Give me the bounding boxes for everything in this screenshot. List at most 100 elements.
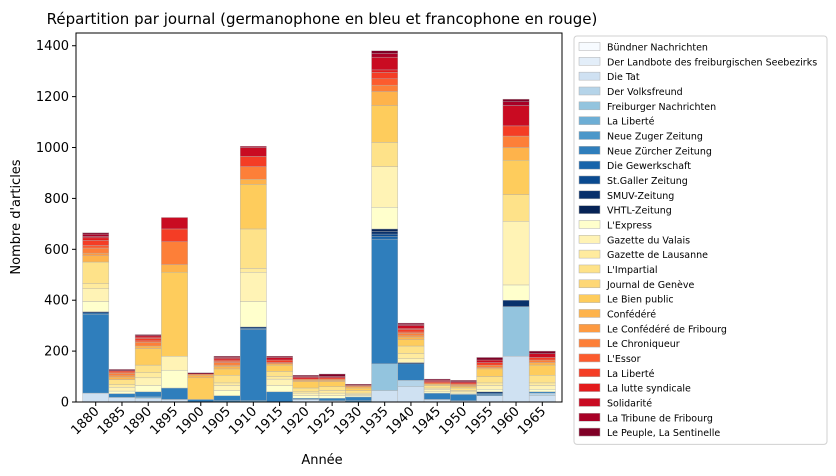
bar-segment bbox=[397, 345, 425, 354]
bar-segment bbox=[397, 353, 425, 359]
bar-segment bbox=[423, 389, 451, 393]
legend-swatch bbox=[578, 220, 601, 229]
x-tick-label: 1905 bbox=[200, 404, 234, 438]
bar-segment bbox=[397, 358, 425, 363]
bar-segment bbox=[502, 355, 530, 403]
legend-swatch bbox=[578, 368, 601, 378]
bar-segment bbox=[161, 272, 188, 357]
bar-segment bbox=[371, 56, 399, 71]
bar-segment bbox=[345, 383, 372, 386]
legend-swatch bbox=[578, 249, 601, 259]
bar-segment bbox=[476, 359, 504, 363]
bar-segment bbox=[502, 284, 530, 301]
bar-segment bbox=[239, 272, 267, 302]
bar-segment bbox=[502, 135, 530, 148]
bar-segment bbox=[528, 395, 556, 403]
legend-swatch bbox=[578, 324, 601, 333]
bar-segment bbox=[318, 386, 346, 391]
bar-segment bbox=[318, 397, 346, 401]
bar-segment bbox=[397, 339, 425, 347]
bar-segment bbox=[371, 166, 399, 208]
bar-segment bbox=[397, 336, 425, 340]
x-tick-label: 1965 bbox=[515, 404, 549, 438]
bar-segment bbox=[82, 247, 110, 254]
bar-segment bbox=[134, 334, 162, 337]
bar-segment bbox=[134, 338, 162, 342]
bar-segment bbox=[371, 228, 399, 232]
bar-segment bbox=[345, 394, 372, 396]
bar-segment bbox=[371, 207, 399, 230]
bar-segment bbox=[239, 146, 267, 148]
bar-segment bbox=[213, 395, 241, 401]
bar-segment bbox=[502, 300, 530, 307]
bar-segment bbox=[161, 241, 188, 265]
bar-segment bbox=[266, 385, 293, 393]
bar-segment bbox=[266, 364, 293, 372]
x-tick-label: 1895 bbox=[147, 404, 181, 438]
legend-entry-label: SMUV-Zeitung bbox=[607, 191, 674, 202]
legend-swatch bbox=[578, 353, 601, 363]
legend-entry-label: L'Express bbox=[607, 220, 652, 231]
bar-segment bbox=[239, 268, 267, 273]
legend-entry-label: Le Peuple, La Sentinelle bbox=[607, 428, 720, 439]
bar-segment bbox=[318, 392, 346, 396]
bar-segment bbox=[134, 397, 162, 403]
legend-swatch bbox=[578, 146, 601, 155]
bar-segment bbox=[397, 322, 425, 325]
bar-segment bbox=[476, 362, 504, 366]
legend-swatch bbox=[578, 235, 601, 244]
bar-segment bbox=[502, 147, 530, 161]
bar-segment bbox=[266, 362, 293, 365]
bar-segment bbox=[82, 392, 110, 403]
legend-entry-label: L'Impartial bbox=[607, 265, 658, 276]
bar-segment bbox=[476, 395, 504, 403]
bar-segment bbox=[108, 375, 136, 378]
legend-swatch bbox=[578, 383, 601, 392]
bar-segment bbox=[82, 283, 110, 289]
bar-segment bbox=[502, 101, 530, 106]
y-axis: 0 200 400 600 800 1000 1200 1400 bbox=[36, 39, 76, 411]
legend-entry-label: Journal de Genève bbox=[606, 280, 694, 291]
bar-segment bbox=[423, 378, 451, 381]
x-tick-label: 1890 bbox=[121, 404, 155, 438]
bar-segment bbox=[82, 252, 110, 256]
legend-entry-label: Freiburger Nachrichten bbox=[607, 102, 716, 113]
bar-segment bbox=[82, 237, 110, 241]
bar-segment bbox=[266, 357, 293, 361]
bar-segment bbox=[239, 184, 267, 230]
legend-entry-label: Solidarité bbox=[607, 398, 652, 409]
bar-segment bbox=[108, 379, 136, 385]
bar-segment bbox=[502, 105, 530, 127]
bar-segment bbox=[187, 373, 215, 376]
x-tick-label: 1930 bbox=[331, 404, 365, 438]
bar-segment bbox=[82, 232, 110, 235]
bar-segment bbox=[134, 345, 162, 349]
bar-segment bbox=[82, 314, 110, 394]
bar-segment bbox=[213, 385, 241, 391]
bar-segment bbox=[423, 385, 451, 389]
legend-swatch bbox=[578, 427, 601, 437]
bar-segment bbox=[318, 395, 346, 399]
legend-swatch bbox=[578, 57, 601, 66]
bar-segment bbox=[134, 372, 162, 379]
bar-segment bbox=[476, 382, 504, 386]
bar-segment bbox=[266, 378, 293, 386]
x-tick-label: 1950 bbox=[436, 404, 470, 438]
bar-segment bbox=[397, 380, 425, 387]
legend-box bbox=[573, 35, 828, 445]
bar-segment bbox=[108, 390, 136, 394]
bar-segment bbox=[476, 364, 504, 368]
bar-segment bbox=[108, 397, 136, 403]
legend-swatch bbox=[578, 294, 601, 303]
bar-segment bbox=[187, 377, 215, 400]
bar-segment bbox=[528, 350, 556, 354]
bar-segment bbox=[476, 389, 504, 393]
bar-segment bbox=[450, 383, 477, 386]
bar-segment bbox=[82, 261, 110, 284]
bar-segment bbox=[318, 378, 346, 381]
legend-swatch bbox=[578, 205, 601, 214]
legend-entry-label: La lutte syndicale bbox=[607, 384, 691, 395]
x-tick-label: 1900 bbox=[174, 404, 208, 438]
bar-segment bbox=[108, 387, 136, 392]
bar-segment bbox=[161, 369, 188, 389]
